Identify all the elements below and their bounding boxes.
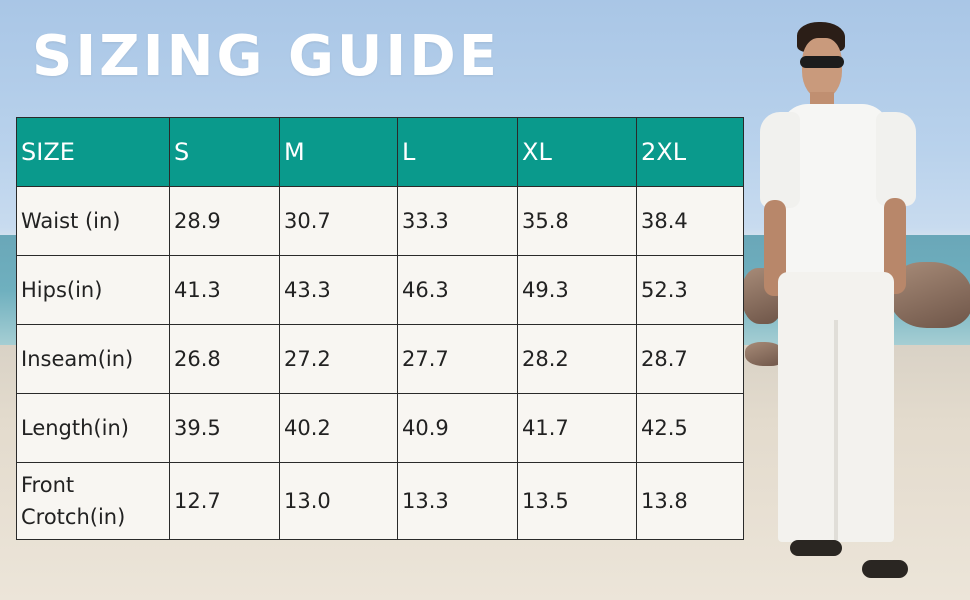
row-label-hips: Hips(in) [16,255,170,325]
table-cell: 43.3 [279,255,398,325]
table-cell: 13.5 [517,462,637,540]
row-label-inseam: Inseam(in) [16,324,170,394]
table-cell: 46.3 [397,255,518,325]
table-cell: 30.7 [279,186,398,256]
table-cell: 52.3 [636,255,744,325]
table-cell: 13.8 [636,462,744,540]
table-cell: 27.7 [397,324,518,394]
table-cell: 28.9 [169,186,280,256]
table-cell: 28.2 [517,324,637,394]
size-chart-table: SIZE S M L XL 2XL Waist (in) 28.9 30.7 3… [16,117,744,540]
table-cell: 27.2 [279,324,398,394]
table-header-row: SIZE S M L XL 2XL [16,117,744,187]
table-cell: 41.7 [517,393,637,463]
header-cell-l: L [397,117,518,187]
header-cell-size: SIZE [16,117,170,187]
table-cell: 33.3 [397,186,518,256]
row-label-front-crotch: Front Crotch(in) [16,462,170,540]
table-cell: 40.2 [279,393,398,463]
header-cell-2xl: 2XL [636,117,744,187]
table-cell: 40.9 [397,393,518,463]
row-label-length: Length(in) [16,393,170,463]
table-row: Length(in) 39.5 40.2 40.9 41.7 42.5 [16,393,744,463]
table-cell: 26.8 [169,324,280,394]
table-row: Hips(in) 41.3 43.3 46.3 49.3 52.3 [16,255,744,325]
table-cell: 39.5 [169,393,280,463]
table-row: Front Crotch(in) 12.7 13.0 13.3 13.5 13.… [16,462,744,540]
table-cell: 38.4 [636,186,744,256]
header-cell-m: M [279,117,398,187]
table-cell: 12.7 [169,462,280,540]
table-cell: 13.3 [397,462,518,540]
row-label-waist: Waist (in) [16,186,170,256]
table-cell: 35.8 [517,186,637,256]
table-cell: 41.3 [169,255,280,325]
table-cell: 49.3 [517,255,637,325]
model-photo [750,0,970,600]
header-cell-xl: XL [517,117,637,187]
page-title: SIZING GUIDE [32,24,500,89]
table-cell: 13.0 [279,462,398,540]
table-row: Inseam(in) 26.8 27.2 27.7 28.2 28.7 [16,324,744,394]
table-row: Waist (in) 28.9 30.7 33.3 35.8 38.4 [16,186,744,256]
table-cell: 28.7 [636,324,744,394]
table-cell: 42.5 [636,393,744,463]
header-cell-s: S [169,117,280,187]
